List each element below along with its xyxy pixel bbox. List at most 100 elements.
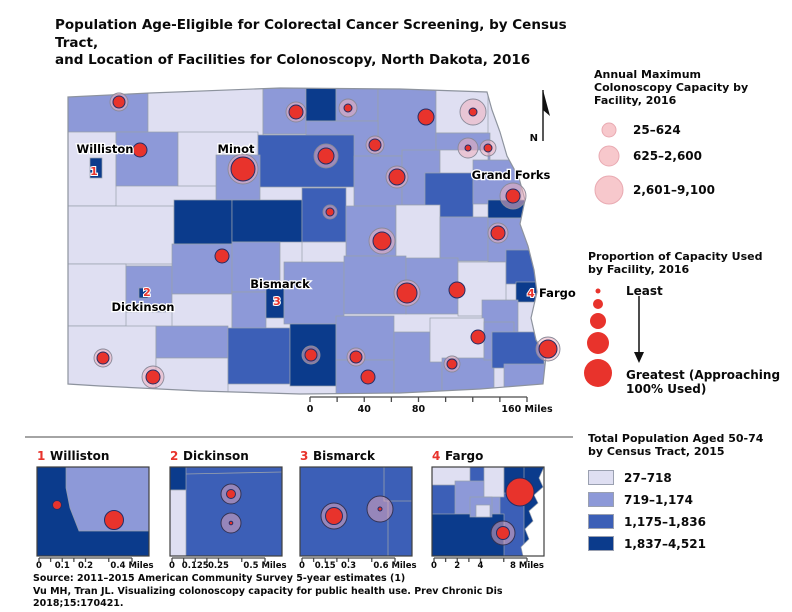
inset-tract	[432, 467, 471, 486]
census-tract	[343, 255, 407, 315]
census-tract	[231, 291, 267, 331]
scale-bar	[309, 396, 528, 402]
inset-facility-circle	[496, 526, 510, 540]
census-tract	[155, 357, 229, 394]
legend-capacity-title: Annual Maximum Colonoscopy Capacity by F…	[594, 68, 749, 107]
capacity-circle-small-icon	[601, 122, 617, 138]
facility-circle	[446, 358, 458, 370]
inset-scale-label: 8 Miles	[510, 561, 544, 571]
census-tract	[231, 199, 303, 243]
inset-scale-label: 0.2	[78, 561, 93, 571]
capacity-circle-large-icon	[594, 175, 624, 205]
facility-circle	[360, 369, 376, 385]
census-tract	[89, 157, 103, 179]
census-tract	[68, 205, 175, 265]
facility-circle	[112, 95, 126, 109]
census-tract	[227, 327, 291, 385]
population-swatch-1-icon	[588, 470, 614, 485]
used-circle-4-icon	[587, 332, 609, 354]
used-circle-2-icon	[593, 299, 603, 309]
inset-scale-label: 4	[478, 561, 484, 571]
legend-used-least-label: Least	[626, 284, 663, 298]
inset-background	[300, 467, 412, 556]
facility-circle	[468, 107, 478, 117]
inset-scale-label: 0.6 Miles	[373, 561, 416, 571]
census-tract	[125, 265, 173, 313]
facility-circle	[396, 282, 418, 304]
facility-circle	[372, 231, 392, 251]
inset-boundary-line	[185, 471, 282, 475]
inset-scale-label: 0	[36, 561, 42, 571]
inset-background	[170, 467, 282, 556]
inset-facility-circle	[228, 520, 234, 526]
used-circle-5-icon	[584, 359, 612, 387]
used-circle-3-icon	[590, 313, 606, 329]
inset-scale-label: 2	[454, 561, 460, 571]
city-label: Bismarck	[250, 277, 310, 291]
census-tract	[439, 216, 489, 262]
legend-used-greatest-label: Greatest (Approaching	[626, 368, 780, 382]
inset-facility-circle	[377, 506, 383, 512]
census-tract	[503, 363, 546, 394]
legend-population-row: 719–1,174	[588, 492, 788, 507]
inset-map-bismarck	[300, 467, 412, 556]
north-arrow-head	[543, 90, 550, 116]
inset-map-dickinson	[170, 467, 282, 556]
inset-scale-label: 0.15	[315, 561, 336, 571]
inset-scale-label: 0	[431, 561, 437, 571]
legend-used-greatest-label: 100% Used)	[626, 382, 706, 396]
inset-facility-circle	[52, 500, 62, 510]
scale-bar	[38, 557, 133, 562]
inset-tract	[520, 467, 544, 556]
legend-capacity-row: 25–624	[594, 121, 784, 139]
census-tract	[115, 131, 179, 187]
legend-capacity-row: 2,601–9,100	[594, 175, 784, 205]
facility-circle	[388, 168, 406, 186]
inset-facility-circle	[104, 510, 124, 530]
census-tract	[138, 287, 149, 299]
state-outline	[67, 87, 547, 395]
legend-population: Total Population Aged 50-74 by Census Tr…	[588, 432, 788, 551]
inset-facility-circle	[325, 507, 343, 525]
inset-scale-label: 0.3	[341, 561, 356, 571]
census-tract	[68, 263, 127, 327]
inset-tract	[65, 467, 149, 532]
legend-capacity-row: 625–2,600	[594, 145, 784, 167]
population-swatch-4-icon	[588, 536, 614, 551]
facility-circle	[464, 144, 472, 152]
inset-title: Dickinson	[183, 449, 249, 463]
city-label: Dickinson	[111, 300, 174, 314]
inset-map-williston	[37, 467, 149, 556]
legend-capacity: Annual Maximum Colonoscopy Capacity by F…	[594, 68, 784, 205]
city-marker-number: 4	[527, 287, 535, 300]
used-circle-1-icon	[595, 288, 601, 294]
facility-circle	[304, 348, 318, 362]
legend-capacity-label: 2,601–9,100	[633, 183, 715, 197]
inset-title: Fargo	[445, 449, 483, 463]
legend-population-row: 1,837–4,521	[588, 536, 788, 551]
legend-capacity-label: 625–2,600	[633, 149, 703, 163]
facility-circle	[417, 108, 435, 126]
city-marker-number: 3	[273, 295, 281, 308]
census-tract	[335, 315, 395, 361]
inset-map-fargo	[432, 467, 544, 556]
facility-circle	[145, 369, 161, 385]
legend-population-row: 27–718	[588, 470, 788, 485]
capacity-circle-medium-icon	[598, 145, 620, 167]
inset-scale-label: 0.125	[182, 561, 209, 571]
inset-number: 2	[170, 449, 178, 463]
census-tract	[155, 325, 229, 359]
facility-circle	[317, 147, 335, 165]
facility-circle	[490, 225, 506, 241]
census-tract	[173, 199, 233, 245]
scale-bar	[171, 557, 266, 562]
legend-population-label: 27–718	[624, 470, 672, 485]
facility-circle	[483, 143, 493, 153]
inset-border	[169, 466, 283, 557]
north-label: N	[530, 133, 538, 144]
inset-scale-label: 0.5 Miles	[243, 561, 286, 571]
inset-title: Bismarck	[313, 449, 376, 463]
legend-population-label: 719–1,174	[624, 492, 694, 507]
census-tract	[305, 88, 337, 122]
